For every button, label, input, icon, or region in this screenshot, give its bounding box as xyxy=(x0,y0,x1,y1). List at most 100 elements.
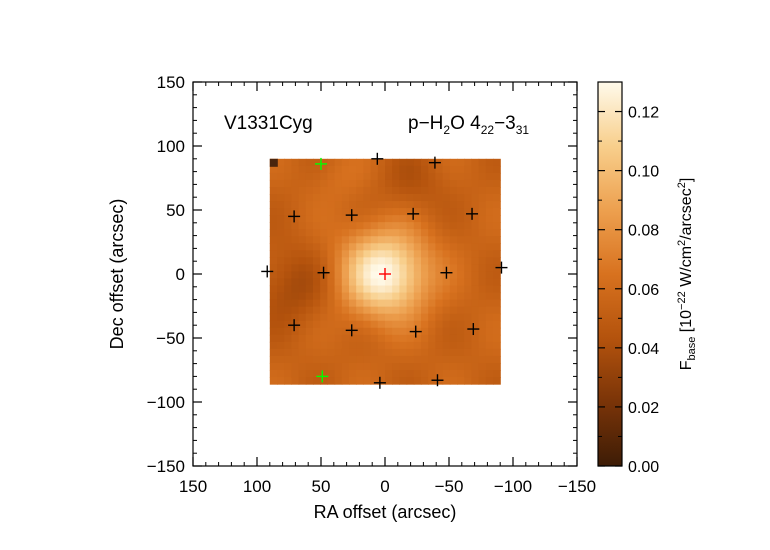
heatmap-cell xyxy=(413,320,422,329)
heatmap-cell xyxy=(370,341,379,350)
heatmap-cell xyxy=(435,243,444,251)
heatmap-cell xyxy=(493,186,501,195)
heatmap-cell xyxy=(363,194,372,202)
heatmap-cell xyxy=(377,250,386,258)
heatmap-cell xyxy=(269,306,278,315)
heatmap-cell xyxy=(413,165,422,174)
heatmap-cell xyxy=(313,264,321,273)
heatmap-cell xyxy=(377,327,386,336)
heatmap-cell xyxy=(428,229,436,237)
heatmap-cell xyxy=(471,271,480,280)
heatmap-cell xyxy=(385,257,393,265)
heatmap-cell xyxy=(485,313,494,322)
heatmap-cell xyxy=(284,306,292,315)
heatmap-cell xyxy=(291,299,300,308)
heatmap-cell xyxy=(485,370,494,378)
heatmap-cell xyxy=(485,179,494,188)
heatmap-cell xyxy=(269,186,278,195)
heatmap-cell xyxy=(356,243,364,251)
heatmap-cell xyxy=(428,172,436,181)
heatmap-cell xyxy=(363,158,372,167)
heatmap-cell xyxy=(320,194,328,202)
heatmap-cell xyxy=(421,264,429,273)
heatmap-cell xyxy=(327,348,336,357)
heatmap-cell xyxy=(399,306,408,315)
heatmap-cell xyxy=(349,377,357,385)
heatmap-cell xyxy=(341,165,350,174)
heatmap-cell xyxy=(377,201,386,209)
heatmap-cell xyxy=(464,222,472,230)
heatmap-cell xyxy=(428,362,436,371)
heatmap-cell xyxy=(341,186,350,195)
heatmap-cell xyxy=(313,222,321,230)
heatmap-cell xyxy=(493,278,501,287)
heatmap-cell xyxy=(457,355,465,364)
heatmap-cell xyxy=(298,355,307,364)
heatmap-cell xyxy=(442,236,451,244)
heatmap-cell xyxy=(327,377,336,385)
heatmap-cell xyxy=(413,285,422,294)
heatmap-cell xyxy=(341,377,350,385)
heatmap-cell xyxy=(334,377,343,385)
heatmap-cell xyxy=(356,186,364,195)
heatmap-cell xyxy=(413,236,422,244)
heatmap-cell xyxy=(435,278,444,287)
heatmap-cell xyxy=(406,172,415,181)
heatmap-cell xyxy=(406,186,415,195)
heatmap-cell xyxy=(485,285,494,294)
heatmap-cell xyxy=(406,313,415,322)
heatmap-cell xyxy=(493,165,501,174)
heatmap-cell xyxy=(385,222,393,230)
y-tick-label: 150 xyxy=(157,73,185,92)
heatmap-cell xyxy=(363,179,372,188)
heatmap-cell xyxy=(421,179,429,188)
heatmap-cell xyxy=(435,264,444,273)
x-tick-label: 100 xyxy=(243,477,271,496)
heatmap-cell xyxy=(327,334,336,343)
heatmap-cell xyxy=(471,320,480,329)
heatmap-cell xyxy=(320,278,328,287)
heatmap-cell xyxy=(277,229,285,237)
heatmap-cell xyxy=(435,341,444,350)
heatmap-cell xyxy=(305,377,314,385)
heatmap-cell xyxy=(385,243,393,251)
heatmap-cell xyxy=(356,306,364,315)
heatmap-cell xyxy=(377,222,386,230)
heatmap-cell xyxy=(442,355,451,364)
heatmap-cell xyxy=(277,271,285,280)
spaxel-cross xyxy=(315,157,327,170)
colorbar-title: Fbase [10−22 W/cm2/arcsec2] xyxy=(676,178,698,371)
heatmap-cell xyxy=(406,299,415,308)
heatmap-cell xyxy=(399,370,408,378)
heatmap-cell xyxy=(471,250,480,258)
heatmap-cell xyxy=(269,257,278,265)
heatmap-cell xyxy=(291,172,300,181)
heatmap-cell xyxy=(457,327,465,336)
heatmap-cell xyxy=(320,158,328,167)
heatmap-cell xyxy=(478,370,487,378)
heatmap-cell xyxy=(478,320,487,329)
heatmap-cell xyxy=(284,370,292,378)
heatmap-cell xyxy=(269,194,278,202)
heatmap-cell xyxy=(464,362,472,371)
heatmap-cell xyxy=(392,250,400,258)
heatmap-cell xyxy=(413,348,422,357)
heatmap-cell xyxy=(471,355,480,364)
heatmap-cell xyxy=(464,201,472,209)
heatmap-cell xyxy=(284,299,292,308)
spaxel-markers xyxy=(261,152,508,389)
heatmap-cell xyxy=(320,215,328,223)
heatmap-cell xyxy=(298,229,307,237)
heatmap-cell xyxy=(377,229,386,237)
heatmap-cell xyxy=(349,236,357,244)
heatmap-cell xyxy=(363,229,372,237)
heatmap-cell xyxy=(392,243,400,251)
heatmap-cell xyxy=(356,194,364,202)
heatmap-cell xyxy=(291,186,300,195)
heatmap-cell xyxy=(370,362,379,371)
heatmap-cell xyxy=(341,327,350,336)
heatmap-cell xyxy=(449,172,458,181)
heatmap-cell xyxy=(392,355,400,364)
heatmap-cell xyxy=(305,370,314,378)
heatmap-cell xyxy=(399,172,408,181)
